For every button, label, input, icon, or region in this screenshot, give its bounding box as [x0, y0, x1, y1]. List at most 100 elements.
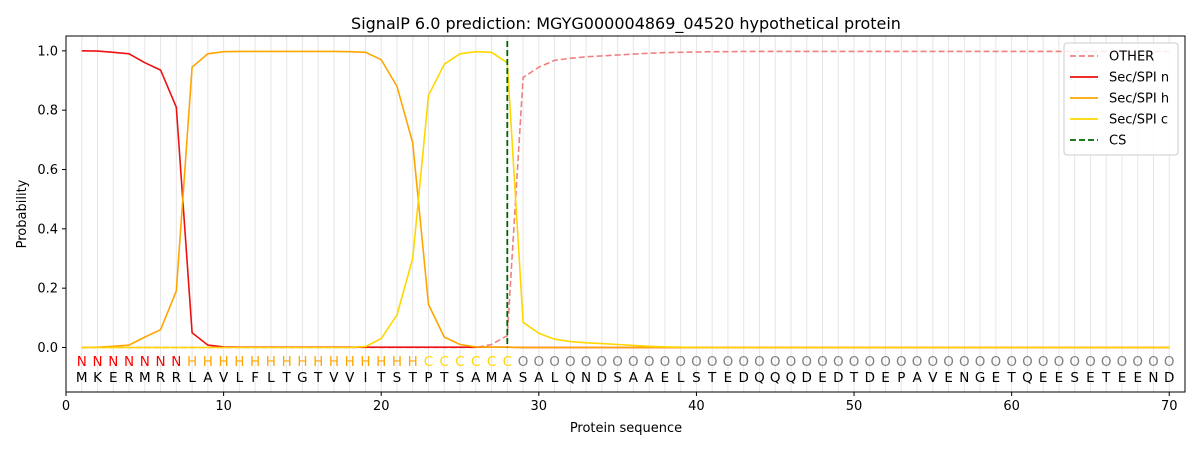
- residue-label: T: [313, 370, 323, 386]
- region-label: O: [518, 354, 529, 370]
- residue-label: T: [439, 370, 449, 386]
- residue-label: L: [236, 370, 244, 386]
- residue-label: A: [629, 370, 639, 386]
- residue-label: D: [739, 370, 749, 386]
- residue-label: T: [707, 370, 717, 386]
- residue-label: E: [724, 370, 733, 386]
- residue-label: S: [519, 370, 528, 386]
- residue-label: S: [456, 370, 465, 386]
- residue-label: T: [849, 370, 859, 386]
- residue-label: N: [1148, 370, 1158, 386]
- residue-label: K: [93, 370, 103, 386]
- residue-label: G: [297, 370, 307, 386]
- residue-label: L: [551, 370, 559, 386]
- region-label: O: [660, 354, 671, 370]
- x-tick-label: 60: [1003, 399, 1020, 414]
- series-line-other: [81, 50, 1170, 349]
- residue-label: M: [139, 370, 151, 386]
- y-tick-label: 0.4: [37, 222, 58, 237]
- residue-label: I: [363, 370, 367, 386]
- region-label: O: [549, 354, 560, 370]
- residue-label: F: [251, 370, 259, 386]
- x-tick-label: 20: [373, 399, 390, 414]
- region-label: H: [234, 354, 244, 370]
- x-axis-label: Protein sequence: [570, 421, 682, 436]
- residue-label: T: [1007, 370, 1017, 386]
- region-label: O: [817, 354, 828, 370]
- region-label: O: [581, 354, 592, 370]
- region-label: C: [440, 354, 449, 370]
- region-label: O: [770, 354, 781, 370]
- region-label: O: [1006, 354, 1017, 370]
- residue-label: Q: [754, 370, 765, 386]
- region-label: C: [471, 354, 480, 370]
- region-label: O: [1164, 354, 1175, 370]
- region-label: O: [801, 354, 812, 370]
- x-tick-label: 30: [531, 399, 548, 414]
- region-label: O: [833, 354, 844, 370]
- x-tick-label: 0: [62, 399, 70, 414]
- region-label: H: [250, 354, 260, 370]
- region-label: C: [503, 354, 512, 370]
- region-label: H: [282, 354, 292, 370]
- residue-label: M: [486, 370, 498, 386]
- region-label: O: [675, 354, 686, 370]
- y-tick-label: 0.0: [37, 341, 58, 356]
- residue-label: D: [802, 370, 812, 386]
- region-label: O: [1148, 354, 1159, 370]
- region-label: O: [975, 354, 986, 370]
- residue-label: L: [677, 370, 685, 386]
- y-tick-label: 0.2: [37, 282, 58, 297]
- residue-label: A: [471, 370, 481, 386]
- region-label: N: [156, 354, 166, 370]
- region-label: C: [455, 354, 464, 370]
- x-tick-label: 50: [846, 399, 863, 414]
- region-label: H: [329, 354, 339, 370]
- residue-label: E: [944, 370, 953, 386]
- region-label: H: [187, 354, 197, 370]
- residue-label: T: [282, 370, 292, 386]
- region-label: O: [1132, 354, 1143, 370]
- region-label: O: [691, 354, 702, 370]
- residue-label: V: [329, 370, 339, 386]
- residue-label: A: [912, 370, 922, 386]
- residue-label: Q: [770, 370, 781, 386]
- residue-label: D: [597, 370, 607, 386]
- residue-label: D: [865, 370, 875, 386]
- region-label: O: [628, 354, 639, 370]
- series-layer: [81, 50, 1170, 349]
- region-label: C: [487, 354, 496, 370]
- legend-label: CS: [1109, 134, 1126, 149]
- region-label: O: [1101, 354, 1112, 370]
- series-line-sec-spi-c: [81, 50, 1170, 349]
- chart-title: SignalP 6.0 prediction: MGYG000004869_04…: [351, 14, 901, 34]
- region-label: O: [644, 354, 655, 370]
- series-line-sec-spi-n: [81, 50, 1170, 349]
- region-label: O: [1069, 354, 1080, 370]
- residue-label: V: [219, 370, 229, 386]
- region-label: H: [266, 354, 276, 370]
- residue-label: Q: [786, 370, 797, 386]
- residue-label: A: [534, 370, 544, 386]
- residue-label: L: [188, 370, 196, 386]
- residue-label: V: [345, 370, 355, 386]
- y-tick-label: 0.8: [37, 104, 58, 119]
- region-label: N: [140, 354, 150, 370]
- region-label: N: [171, 354, 181, 370]
- region-label: O: [959, 354, 970, 370]
- region-label: O: [880, 354, 891, 370]
- residue-label: T: [376, 370, 386, 386]
- region-label: O: [896, 354, 907, 370]
- region-label: O: [1085, 354, 1096, 370]
- region-label: O: [533, 354, 544, 370]
- region-label: O: [1054, 354, 1065, 370]
- region-label: H: [345, 354, 355, 370]
- y-axis-ticks: 0.0 0.2 0.4 0.6 0.8 1.0: [37, 44, 66, 356]
- region-label: C: [424, 354, 433, 370]
- region-label: O: [565, 354, 576, 370]
- residue-label: P: [897, 370, 905, 386]
- region-label: O: [738, 354, 749, 370]
- region-label: O: [612, 354, 623, 370]
- x-tick-label: 70: [1161, 399, 1178, 414]
